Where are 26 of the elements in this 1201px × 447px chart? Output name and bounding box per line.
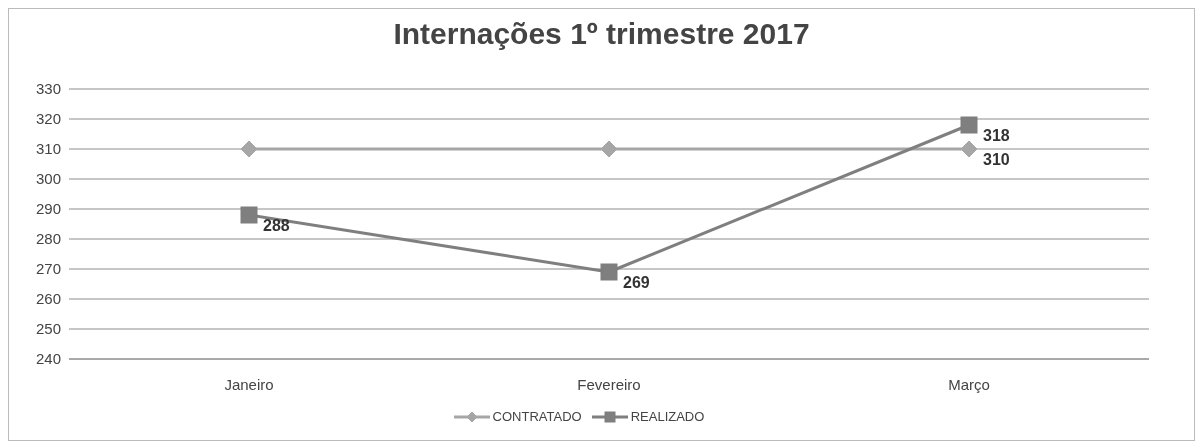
y-tick-label: 250 [35,320,61,338]
data-label: 269 [623,274,650,291]
y-tick-label: 280 [35,230,61,248]
y-tick-label: 270 [35,260,61,278]
y-tick-label: 300 [35,170,61,188]
point [960,140,978,158]
legend-label: REALIZADO [629,409,705,424]
x-tick-label: Fevereiro [577,375,641,393]
point [600,263,618,281]
point [600,140,618,158]
data-label: 310 [983,151,1010,168]
x-tick-label: Janeiro [224,375,274,393]
y-tick-label: 290 [35,200,61,218]
chart-title: Internações 1º trimestre 2017 [392,17,811,51]
y-tick-label: 330 [35,80,61,98]
point [240,140,258,158]
point [240,206,258,224]
data-label: 318 [983,127,1010,144]
y-tick-label: 260 [35,290,61,308]
y-tick-label: 310 [35,140,61,158]
point [960,116,978,134]
y-tick-label: 320 [35,110,61,128]
legend-label: CONTRATADO [491,409,582,424]
y-tick-label: 240 [35,350,61,368]
x-tick-label: Março [948,375,990,393]
data-label: 288 [263,217,290,234]
